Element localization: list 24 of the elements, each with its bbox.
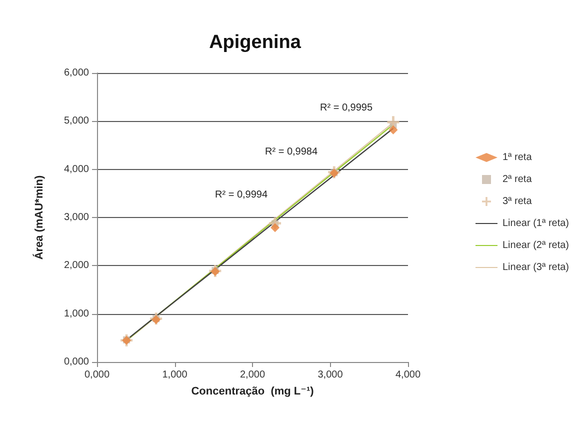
y-tick-label: 3,000 — [64, 212, 90, 223]
legend-label: 1ª reta — [502, 152, 532, 163]
annotation: R² = 0,9994 — [215, 190, 268, 200]
legend-label: Linear (2ª reta) — [502, 240, 570, 251]
y-tick-label: 0,000 — [64, 356, 90, 368]
y-tick-label: 6,000 — [64, 68, 90, 78]
legend-label: 2ª reta — [502, 174, 532, 185]
y-tick-label: 5,000 — [64, 116, 90, 127]
annotation: R² = 0,9984 — [265, 146, 318, 158]
legend-label: Linear (1ª reta) — [502, 218, 570, 229]
x-tick-label: 0,000 — [84, 370, 110, 380]
x-tick-label: 4,000 — [395, 370, 421, 380]
y-tick-label: 4,000 — [64, 164, 90, 175]
annotation: R² = 0,9995 — [320, 102, 373, 114]
x-tick-label: 2,000 — [240, 370, 266, 380]
y-tick-label: 1,000 — [64, 308, 90, 320]
y-tick-label: 2,000 — [64, 260, 90, 272]
x-axis-title: Concentração (mg L⁻¹) — [191, 386, 314, 398]
y-axis-title: Área (mAU*min) — [32, 174, 46, 260]
legend-label: 3ª reta — [502, 196, 532, 207]
chart-title: Apigenina — [209, 32, 302, 53]
x-tick-label: 1,000 — [162, 370, 188, 380]
legend-label: Linear (3ª reta) — [502, 262, 570, 273]
x-tick-label: 3,000 — [318, 370, 344, 380]
